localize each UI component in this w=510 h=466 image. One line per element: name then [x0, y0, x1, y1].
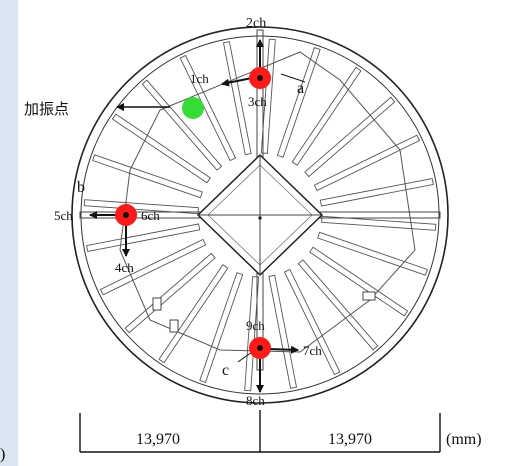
- radial-spoke: [268, 274, 298, 389]
- inner-ring: [80, 35, 440, 395]
- center-point: [258, 216, 262, 220]
- sensor-dot: [257, 345, 263, 351]
- inner-frame: [119, 51, 416, 353]
- radial-spoke: [283, 268, 341, 376]
- radial-spoke: [291, 66, 362, 166]
- label-a: a: [297, 80, 304, 97]
- radial-spoke: [111, 113, 211, 184]
- excitation-marker: [182, 97, 204, 119]
- connector: [362, 291, 376, 301]
- radial-spoke: [99, 238, 207, 296]
- radial-spoke: [304, 96, 396, 178]
- label-9ch: 9ch: [246, 318, 265, 333]
- radial-spoke: [86, 223, 201, 253]
- radial-spoke: [317, 231, 428, 276]
- radial-spokes: [83, 38, 437, 392]
- label-excitation-point: 加振点: [24, 101, 69, 118]
- radial-spoke: [141, 79, 223, 171]
- outer-ring: [71, 26, 449, 404]
- label-7ch: 7ch: [303, 343, 322, 358]
- radial-spoke: [276, 47, 321, 158]
- sensor-dot: [257, 75, 263, 81]
- radial-spoke: [309, 246, 409, 317]
- label-2ch: 2ch: [246, 16, 266, 31]
- label-6ch: 6ch: [141, 208, 160, 223]
- radial-spoke: [319, 177, 434, 207]
- label-a-leader: [280, 73, 306, 83]
- label-b: b: [77, 179, 85, 196]
- label-1ch: 1ch: [190, 71, 209, 86]
- dimension-unit: (mm): [446, 431, 482, 448]
- label-5ch: 5ch: [54, 208, 73, 223]
- label-3ch: 3ch: [248, 94, 267, 109]
- radial-spoke: [222, 41, 252, 156]
- arrow-1ch: [221, 77, 253, 87]
- stray-parenthesis: ): [0, 446, 6, 463]
- radial-spoke: [179, 54, 237, 162]
- label-c-leader: [237, 351, 253, 363]
- label-4ch: 4ch: [115, 260, 134, 275]
- radial-spoke: [321, 215, 437, 231]
- radial-spoke: [199, 272, 244, 383]
- dimension-right: 13,970: [328, 431, 372, 448]
- label-c: c: [222, 362, 229, 379]
- radial-spoke: [297, 259, 379, 351]
- radial-spoke: [92, 154, 203, 199]
- arrow-7ch: [267, 345, 299, 354]
- connector: [152, 297, 162, 311]
- label-8ch: 8ch: [246, 393, 265, 408]
- sensor-dot: [123, 212, 129, 218]
- connector: [169, 319, 179, 333]
- radial-spoke: [158, 264, 229, 364]
- radial-spoke: [313, 134, 421, 192]
- dimension-left: 13,970: [136, 431, 180, 448]
- dimension-line: [79, 410, 441, 453]
